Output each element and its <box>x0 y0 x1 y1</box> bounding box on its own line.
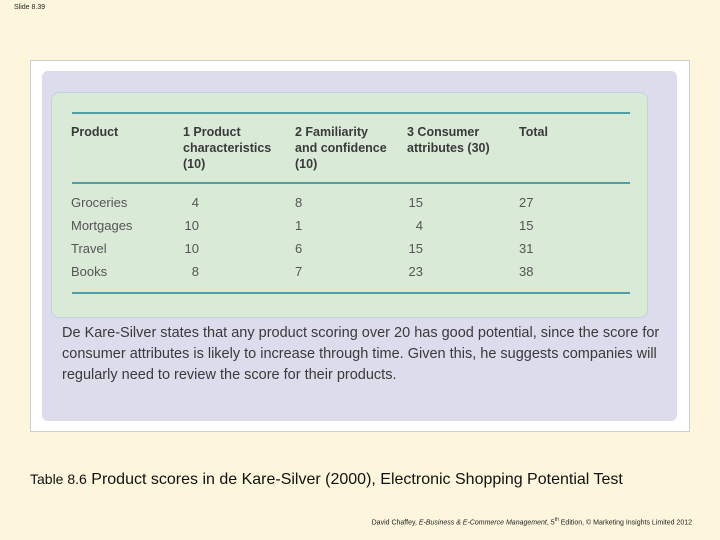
table-header-rule <box>72 182 630 184</box>
table-cell-product: Travel <box>71 241 107 256</box>
table-cell-c3: 23 <box>408 264 423 279</box>
table-cell-c1: 8 <box>191 264 199 279</box>
header-familiarity-confidence: 2 Familiarity and confidence (10) <box>295 125 387 171</box>
table-cell-product: Groceries <box>71 195 128 210</box>
table-bottom-rule <box>72 292 630 294</box>
table-cell-c3: 4 <box>415 218 423 233</box>
table-cell-c2: 7 <box>295 264 303 279</box>
table-cell-c2: 6 <box>295 241 303 256</box>
table-cell-total: 27 <box>519 195 534 210</box>
table-cell-c1: 10 <box>184 241 199 256</box>
table-cell-product: Books <box>71 264 108 279</box>
slide-number: Slide 8.39 <box>14 4 46 11</box>
figure-panel: Product 1 Product characteristics (10) 2… <box>42 71 677 421</box>
header-product-characteristics: 1 Product characteristics (10) <box>183 125 272 171</box>
table-cell-total: 38 <box>519 264 534 279</box>
scores-table: Product 1 Product characteristics (10) 2… <box>51 92 648 318</box>
table-note: De Kare-Silver states that any product s… <box>62 325 660 383</box>
copyright-credit: David Chaffey, E-Business & E-Commerce M… <box>371 517 692 527</box>
table-cell-c1: 4 <box>191 195 199 210</box>
credit-rest: Edition, © Marketing Insights Limited 20… <box>560 519 692 527</box>
header-consumer-attributes: 3 Consumer attributes (30) <box>407 125 490 155</box>
header-total: Total <box>519 125 548 139</box>
credit-edition-number: 5 <box>550 519 555 527</box>
header-product: Product <box>71 125 119 139</box>
table-figure: Product 1 Product characteristics (10) 2… <box>30 60 690 432</box>
table-cell-total: 15 <box>519 218 534 233</box>
table-cell-product: Mortgages <box>71 218 133 233</box>
table-cell-c2: 8 <box>295 195 303 210</box>
table-cell-c1: 10 <box>184 218 199 233</box>
credit-book-title: E-Business & E-Commerce Management <box>418 519 547 527</box>
table-cell-total: 31 <box>519 241 534 256</box>
table-caption: Table 8.6 Product scores in de Kare-Silv… <box>30 468 690 491</box>
table-top-rule <box>72 112 630 114</box>
caption-text: Product scores in de Kare-Silver (2000),… <box>91 471 623 488</box>
caption-label: Table 8.6 <box>30 471 87 487</box>
table-cell-c3: 15 <box>408 241 423 256</box>
credit-author: David Chaffey, <box>371 519 417 527</box>
credit-edition-suffix: th <box>554 517 559 523</box>
table-cell-c3: 15 <box>408 195 423 210</box>
table-cell-c2: 1 <box>295 218 303 233</box>
